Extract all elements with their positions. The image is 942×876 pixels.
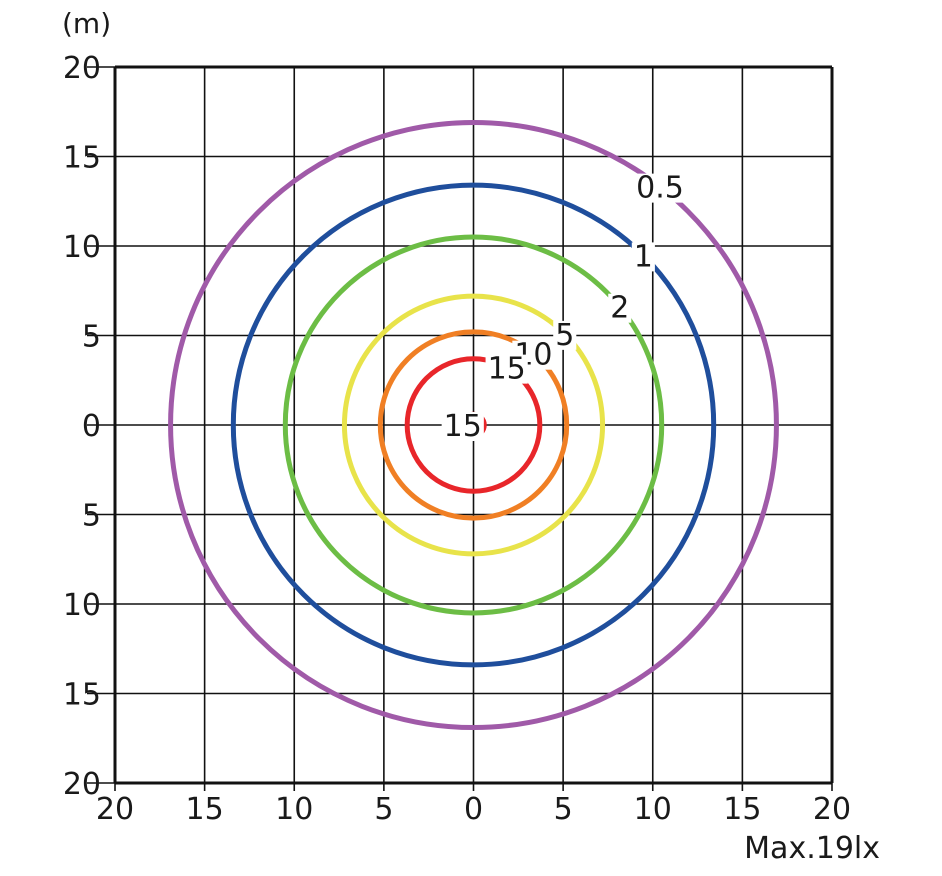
grid [87, 65, 834, 791]
x-tick-label: 15 [186, 792, 224, 827]
contour-label-background [485, 354, 528, 384]
y-tick-label: 10 [63, 588, 101, 623]
x-tick-label: 10 [275, 792, 313, 827]
contour-label-15: 15 [488, 352, 526, 387]
y-tick-label: 20 [63, 51, 101, 86]
contour-1-lx [230, 182, 717, 668]
x-tick-label: 15 [723, 792, 761, 827]
y-tick-label: 5 [82, 499, 101, 534]
max-lux-note: Max.19lx [744, 831, 880, 866]
contour-10-lx [377, 329, 570, 521]
y-tick-label: 20 [63, 767, 101, 802]
contour-label-1: 1 [634, 239, 653, 274]
contour-label-background [631, 242, 655, 272]
contour-label-background [553, 320, 577, 350]
contour-label-2: 2 [610, 291, 629, 326]
contour-label-background [608, 293, 632, 323]
y-tick-label: 15 [63, 141, 101, 176]
x-tick-label: 5 [374, 792, 393, 827]
contour-5-lx [341, 293, 606, 557]
contour-label-0_5: 0.5 [636, 171, 684, 206]
x-tick-label: 10 [634, 792, 672, 827]
unit-label: (m) [62, 7, 111, 40]
y-tick-label: 0 [82, 409, 101, 444]
contour-lines [168, 119, 779, 731]
contour-2-lx [282, 234, 665, 616]
y-tick-label: 5 [82, 320, 101, 355]
contour-label-15: 15 [444, 409, 482, 444]
y-tick-label: 15 [63, 678, 101, 713]
contour-15-lx [404, 356, 543, 494]
contour-0_5-lx [168, 119, 779, 731]
contour-label-5: 5 [555, 318, 574, 353]
x-tick-label: 20 [96, 792, 134, 827]
x-tick-label: 5 [554, 792, 573, 827]
contour-label-background [634, 173, 686, 203]
x-tick-label: 20 [813, 792, 851, 827]
x-tick-label: 0 [464, 792, 483, 827]
y-tick-label: 10 [63, 230, 101, 265]
contour-label-background [441, 412, 484, 441]
